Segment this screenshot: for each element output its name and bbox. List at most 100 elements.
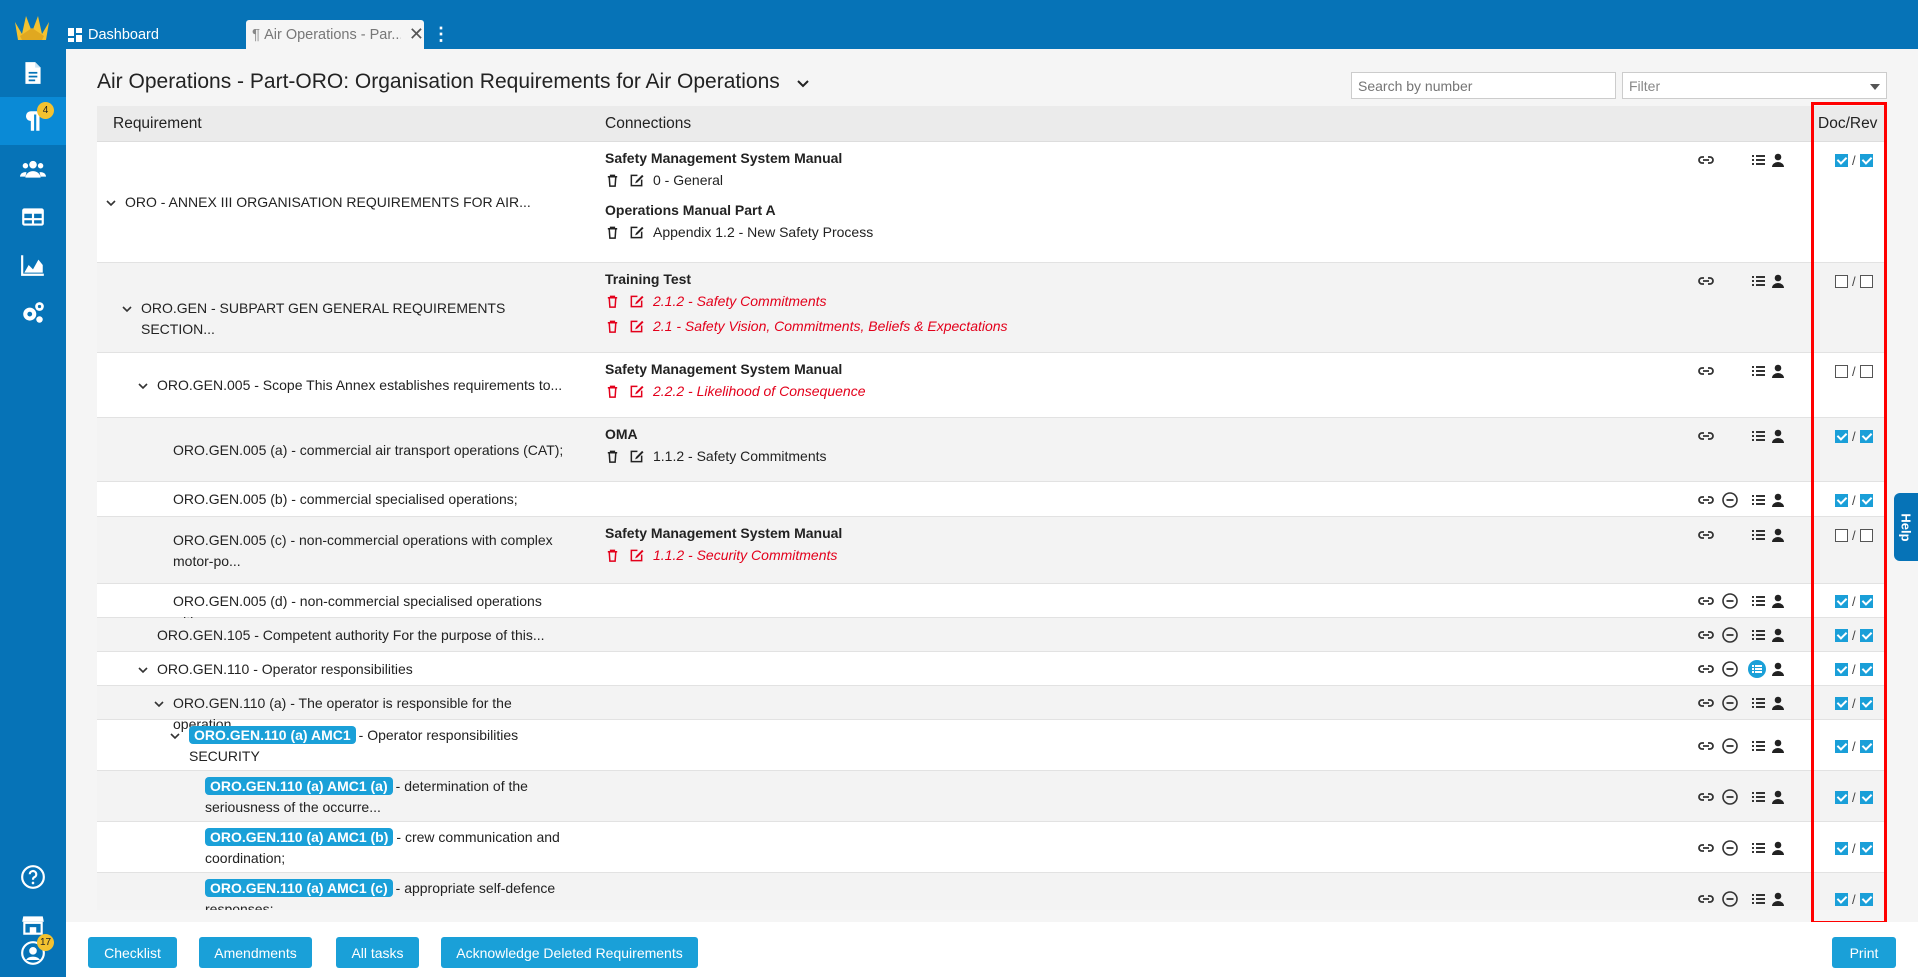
close-icon[interactable]: ✕ [408, 24, 424, 44]
chevron-down-icon[interactable] [137, 664, 149, 676]
sidebar-item-documents[interactable] [0, 49, 66, 97]
list-icon[interactable] [1749, 151, 1767, 169]
user-icon[interactable] [1769, 151, 1787, 169]
trash-icon[interactable] [605, 449, 620, 464]
doc-checkbox[interactable] [1835, 365, 1848, 378]
column-header-connections[interactable]: Connections [605, 115, 692, 132]
rev-checkbox[interactable] [1859, 791, 1873, 804]
table-row[interactable]: ORO.GEN.005 (c) - non-commercial operati… [97, 517, 1884, 584]
rev-checkbox[interactable] [1859, 494, 1873, 507]
remove-circle-icon[interactable] [1721, 694, 1739, 712]
rev-checkbox[interactable] [1859, 275, 1873, 288]
rev-checkbox[interactable] [1859, 740, 1873, 753]
link-icon[interactable] [1697, 737, 1715, 755]
connection-item[interactable]: 0 - General [605, 169, 873, 191]
user-icon[interactable] [1769, 890, 1787, 908]
user-icon[interactable] [1769, 626, 1787, 644]
connection-manual-title[interactable]: Training Test [605, 271, 692, 287]
remove-circle-icon[interactable] [1721, 737, 1739, 755]
chevron-down-icon[interactable] [137, 380, 149, 392]
column-header-requirement[interactable]: Requirement [113, 115, 202, 132]
doc-checkbox[interactable] [1835, 697, 1848, 710]
link-icon[interactable] [1697, 788, 1715, 806]
remove-circle-icon[interactable] [1721, 788, 1739, 806]
table-row[interactable]: ORO.GEN.110 (a) AMC1 (c) - appropriate se… [97, 873, 1884, 910]
requirement-text[interactable]: ORO.GEN.005 - Scope This Annex establish… [157, 375, 567, 396]
more-vertical-icon[interactable]: ⋮ [432, 24, 450, 44]
user-icon[interactable] [1769, 526, 1787, 544]
table-row[interactable]: ORO - ANNEX III ORGANISATION REQUIREMENT… [97, 142, 1884, 263]
doc-checkbox[interactable] [1835, 154, 1848, 167]
list-icon[interactable] [1749, 737, 1767, 755]
filter-select[interactable]: Filter [1622, 72, 1887, 99]
trash-icon[interactable] [605, 294, 620, 309]
list-icon[interactable] [1749, 362, 1767, 380]
chevron-down-icon[interactable] [795, 76, 811, 92]
tab-dashboard[interactable]: Dashboard [68, 20, 159, 49]
tab-air-operations[interactable]: ¶ Air Operations - Par... ✕ [246, 20, 424, 49]
user-icon[interactable] [1769, 592, 1787, 610]
sidebar-item-reports[interactable] [0, 241, 66, 289]
link-icon[interactable] [1697, 427, 1715, 445]
list-icon[interactable] [1749, 788, 1767, 806]
acknowledge-deleted-button[interactable]: Acknowledge Deleted Requirements [441, 937, 698, 968]
edit-icon[interactable] [629, 225, 644, 240]
user-icon[interactable] [1769, 362, 1787, 380]
list-icon[interactable] [1749, 694, 1767, 712]
sidebar-item-settings[interactable] [0, 289, 66, 337]
checklist-button[interactable]: Checklist [88, 937, 177, 968]
doc-checkbox[interactable] [1835, 629, 1848, 642]
requirement-text[interactable]: ORO.GEN.005 (c) - non-commercial operati… [173, 530, 567, 572]
connection-manual-title[interactable]: Safety Management System Manual [605, 150, 843, 166]
connection-item[interactable]: Appendix 1.2 - New Safety Process [605, 221, 873, 243]
connection-item[interactable]: 2.1 - Safety Vision, Commitments, Belief… [605, 315, 1008, 337]
link-icon[interactable] [1697, 526, 1715, 544]
crown-logo-icon[interactable] [12, 10, 52, 44]
connection-manual-title[interactable]: OMA [605, 426, 638, 442]
list-icon[interactable] [1748, 660, 1766, 678]
requirement-text[interactable]: ORO.GEN.005 (b) - commercial specialised… [173, 489, 567, 510]
table-row[interactable]: ORO.GEN.110 (a) - The operator is respon… [97, 686, 1884, 732]
doc-checkbox[interactable] [1835, 275, 1848, 288]
sidebar-item-account[interactable]: 17 [0, 929, 66, 977]
user-icon[interactable] [1769, 839, 1787, 857]
user-icon[interactable] [1769, 491, 1787, 509]
list-icon[interactable] [1749, 526, 1767, 544]
table-row[interactable]: ORO.GEN.005 (b) - commercial specialised… [97, 482, 1884, 517]
doc-checkbox[interactable] [1835, 740, 1848, 753]
trash-icon[interactable] [605, 548, 620, 563]
help-tab[interactable]: Help [1894, 493, 1918, 561]
edit-icon[interactable] [629, 173, 644, 188]
edit-icon[interactable] [629, 294, 644, 309]
remove-circle-icon[interactable] [1721, 839, 1739, 857]
link-icon[interactable] [1697, 839, 1715, 857]
link-icon[interactable] [1697, 592, 1715, 610]
rev-checkbox[interactable] [1859, 529, 1873, 542]
requirement-text[interactable]: ORO.GEN - SUBPART GEN GENERAL REQUIREMEN… [141, 298, 567, 340]
doc-checkbox[interactable] [1835, 663, 1848, 676]
doc-checkbox[interactable] [1835, 842, 1848, 855]
doc-checkbox[interactable] [1835, 529, 1848, 542]
connection-manual-title[interactable]: Safety Management System Manual [605, 525, 843, 541]
chevron-down-icon[interactable] [169, 730, 181, 742]
search-input[interactable] [1351, 72, 1616, 99]
link-icon[interactable] [1697, 362, 1715, 380]
user-icon[interactable] [1769, 427, 1787, 445]
trash-icon[interactable] [605, 384, 620, 399]
sidebar-item-help[interactable] [0, 857, 66, 897]
requirement-code-badge[interactable]: ORO.GEN.110 (a) AMC1 (c) [205, 879, 393, 897]
requirement-code-badge[interactable]: ORO.GEN.110 (a) AMC1 [189, 726, 356, 744]
list-icon[interactable] [1749, 839, 1767, 857]
table-row[interactable]: ORO.GEN.110 (a) AMC1- Operator responsib… [97, 720, 1884, 785]
rev-checkbox[interactable] [1859, 595, 1873, 608]
rev-checkbox[interactable] [1859, 365, 1873, 378]
all-tasks-button[interactable]: All tasks [336, 937, 419, 968]
user-icon[interactable] [1769, 272, 1787, 290]
print-button[interactable]: Print [1832, 937, 1896, 968]
requirement-text[interactable]: ORO.GEN.110 (a) AMC1 (c) - appropriate se… [205, 878, 567, 910]
list-icon[interactable] [1749, 626, 1767, 644]
chevron-down-icon[interactable] [121, 303, 133, 315]
table-row[interactable]: ORO.GEN.005 - Scope This Annex establish… [97, 353, 1884, 418]
rev-checkbox[interactable] [1859, 893, 1873, 906]
trash-icon[interactable] [605, 225, 620, 240]
